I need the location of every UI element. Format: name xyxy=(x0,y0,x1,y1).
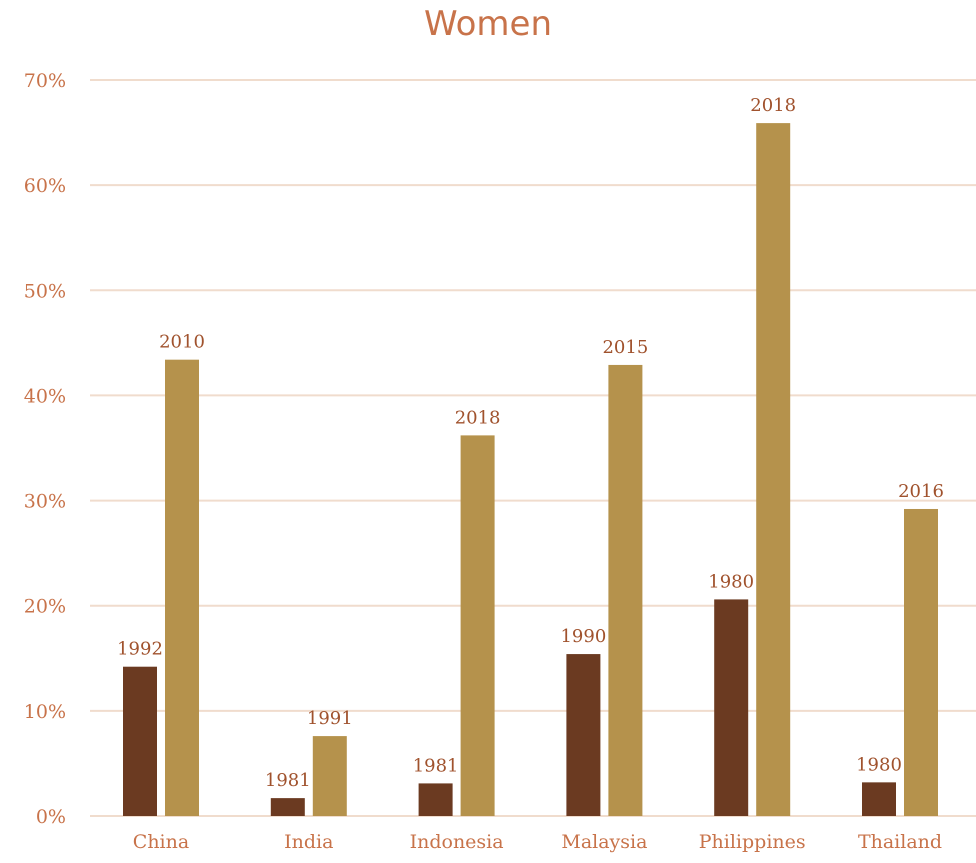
bar xyxy=(270,798,305,816)
chart-title: Women xyxy=(423,4,552,44)
bar xyxy=(165,359,199,816)
x-tick-label: Philippines xyxy=(699,831,806,853)
y-tick-label: 70% xyxy=(24,70,66,92)
bar xyxy=(756,123,791,816)
y-axis-ticks: 0% 10% 20% 30% 40% 50% 60% 70% xyxy=(24,70,66,828)
data-label: 1991 xyxy=(307,708,353,729)
bars xyxy=(123,123,938,816)
x-tick-label: Malaysia xyxy=(561,831,647,853)
data-label: 2010 xyxy=(159,332,205,353)
data-label: 2016 xyxy=(898,481,944,502)
data-label: 1981 xyxy=(413,755,459,776)
bar xyxy=(608,364,643,816)
y-tick-label: 50% xyxy=(24,280,66,302)
x-tick-label: India xyxy=(284,831,333,853)
x-tick-label: Thailand xyxy=(858,831,942,853)
data-label: 1980 xyxy=(708,571,754,592)
x-axis-categories: China India Indonesia Malaysia Philippines Th… xyxy=(133,831,942,853)
y-tick-label: 20% xyxy=(24,596,66,618)
data-label: 2015 xyxy=(602,337,648,358)
y-tick-label: 0% xyxy=(36,806,66,828)
bar xyxy=(123,666,157,816)
data-label: 1980 xyxy=(856,754,902,775)
x-tick-label: Indonesia xyxy=(410,831,504,853)
bar xyxy=(566,654,601,816)
data-label: 2018 xyxy=(455,407,501,428)
data-labels: 1992 2010 1981 1991 1981 2018 1990 2015 1980 2018… xyxy=(117,95,944,791)
data-label: 1992 xyxy=(117,639,163,660)
data-label: 2018 xyxy=(750,95,796,116)
y-tick-label: 30% xyxy=(24,491,66,513)
bar xyxy=(312,736,347,816)
y-tick-label: 10% xyxy=(24,701,66,723)
y-tick-label: 60% xyxy=(24,175,66,197)
data-label: 1981 xyxy=(265,770,311,791)
bar xyxy=(460,435,495,816)
bar xyxy=(714,599,749,816)
data-label: 1990 xyxy=(560,626,606,647)
x-tick-label: China xyxy=(133,831,189,853)
bar xyxy=(862,782,896,816)
gridlines xyxy=(90,79,976,817)
y-tick-label: 40% xyxy=(24,385,66,407)
bar xyxy=(904,508,938,816)
bar xyxy=(418,783,453,816)
